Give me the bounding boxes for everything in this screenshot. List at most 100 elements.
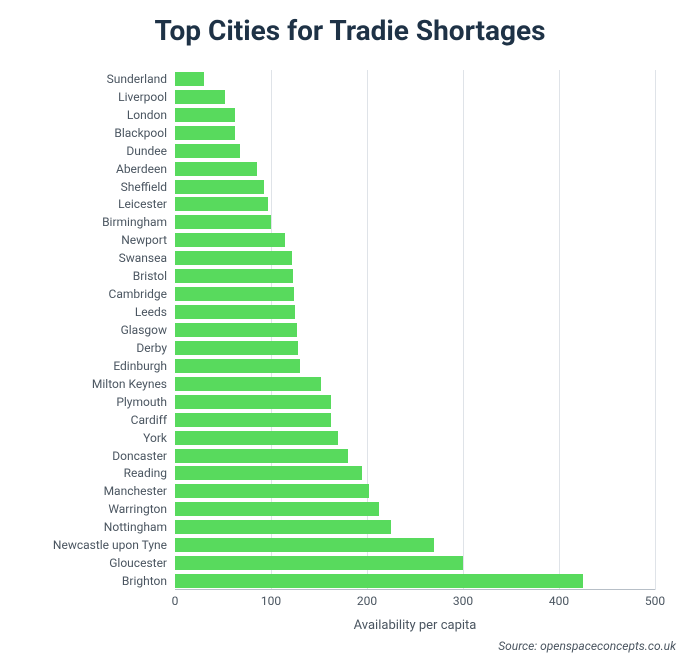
chart-container: Top Cities for Tradie Shortages Sunderla…	[0, 0, 700, 663]
bar	[175, 395, 331, 409]
bar-row: Brighton	[175, 574, 655, 588]
y-tick-label: Blackpool	[2, 126, 167, 140]
bar-row: Reading	[175, 466, 655, 480]
bar-row: Leicester	[175, 197, 655, 211]
y-tick-label: Cardiff	[2, 413, 167, 427]
bar	[175, 431, 338, 445]
bar	[175, 305, 295, 319]
y-tick-label: Derby	[2, 341, 167, 355]
bar-row: Cardiff	[175, 413, 655, 427]
bar	[175, 520, 391, 534]
y-tick-label: Doncaster	[2, 449, 167, 463]
bar-row: Newport	[175, 233, 655, 247]
y-tick-label: Warrington	[2, 502, 167, 516]
y-tick-label: Leeds	[2, 305, 167, 319]
y-tick-label: Reading	[2, 466, 167, 480]
bar-row: Nottingham	[175, 520, 655, 534]
bar	[175, 556, 463, 570]
bar	[175, 323, 297, 337]
bar	[175, 251, 292, 265]
bar-row: Bristol	[175, 269, 655, 283]
bar	[175, 180, 264, 194]
y-tick-label: Glasgow	[2, 323, 167, 337]
bar	[175, 574, 583, 588]
x-tick-label: 300	[453, 594, 473, 608]
bar	[175, 144, 240, 158]
bar-row: Glasgow	[175, 323, 655, 337]
bar-row: Gloucester	[175, 556, 655, 570]
bar	[175, 449, 348, 463]
bar	[175, 215, 271, 229]
bar-row: Dundee	[175, 144, 655, 158]
x-tick-label: 500	[645, 594, 665, 608]
bar	[175, 287, 294, 301]
bar-row: Derby	[175, 341, 655, 355]
y-tick-label: Leicester	[2, 197, 167, 211]
bar	[175, 359, 300, 373]
bar	[175, 162, 257, 176]
y-tick-label: Aberdeen	[2, 162, 167, 176]
bar-row: Leeds	[175, 305, 655, 319]
x-tick-label: 200	[357, 594, 377, 608]
bar-row: Aberdeen	[175, 162, 655, 176]
bar	[175, 126, 235, 140]
x-tick-label: 400	[549, 594, 569, 608]
bar	[175, 377, 321, 391]
x-tick-label: 0	[172, 594, 179, 608]
bar-row: Birmingham	[175, 215, 655, 229]
bar-row: Newcastle upon Tyne	[175, 538, 655, 552]
y-tick-label: Birmingham	[2, 215, 167, 229]
bar	[175, 197, 268, 211]
bar-row: Sunderland	[175, 72, 655, 86]
bar-row: Plymouth	[175, 395, 655, 409]
bar-row: Sheffield	[175, 180, 655, 194]
y-tick-label: Plymouth	[2, 395, 167, 409]
bar-row: Liverpool	[175, 90, 655, 104]
bar-row: Edinburgh	[175, 359, 655, 373]
bars-layer: Sunderland Liverpool London Blackpool Dundee…	[175, 70, 655, 590]
bar	[175, 413, 331, 427]
chart-title: Top Cities for Tradie Shortages	[0, 14, 700, 47]
bar-row: Milton Keynes	[175, 377, 655, 391]
plot-area: Sunderland Liverpool London Blackpool Dundee…	[175, 70, 655, 590]
y-tick-label: Cambridge	[2, 287, 167, 301]
bar	[175, 269, 293, 283]
x-ticks: 0100200300400500	[175, 594, 655, 614]
x-axis-line	[175, 589, 655, 590]
bar-row: London	[175, 108, 655, 122]
x-tick-label: 100	[261, 594, 281, 608]
y-tick-label: Nottingham	[2, 520, 167, 534]
bar	[175, 538, 434, 552]
bar	[175, 72, 204, 86]
bar	[175, 90, 225, 104]
y-tick-label: Dundee	[2, 144, 167, 158]
bar	[175, 233, 285, 247]
bar-row: Cambridge	[175, 287, 655, 301]
y-tick-label: London	[2, 108, 167, 122]
y-tick-label: York	[2, 431, 167, 445]
x-axis-label: Availability per capita	[175, 618, 655, 633]
grid-line	[655, 70, 656, 590]
bar-row: York	[175, 431, 655, 445]
bar	[175, 466, 362, 480]
y-tick-label: Edinburgh	[2, 359, 167, 373]
bar-row: Blackpool	[175, 126, 655, 140]
bar	[175, 502, 379, 516]
bar-row: Warrington	[175, 502, 655, 516]
source-text: Source: openspaceconcepts.co.uk	[498, 639, 676, 653]
y-tick-label: Sunderland	[2, 72, 167, 86]
y-tick-label: Brighton	[2, 574, 167, 588]
y-tick-label: Gloucester	[2, 556, 167, 570]
bar-row: Swansea	[175, 251, 655, 265]
y-tick-label: Swansea	[2, 251, 167, 265]
bar-row: Doncaster	[175, 449, 655, 463]
bar-row: Manchester	[175, 484, 655, 498]
y-tick-label: Manchester	[2, 484, 167, 498]
y-tick-label: Sheffield	[2, 180, 167, 194]
y-tick-label: Bristol	[2, 269, 167, 283]
bar	[175, 108, 235, 122]
y-tick-label: Newport	[2, 233, 167, 247]
y-tick-label: Milton Keynes	[2, 377, 167, 391]
bar	[175, 341, 298, 355]
y-tick-label: Liverpool	[2, 90, 167, 104]
